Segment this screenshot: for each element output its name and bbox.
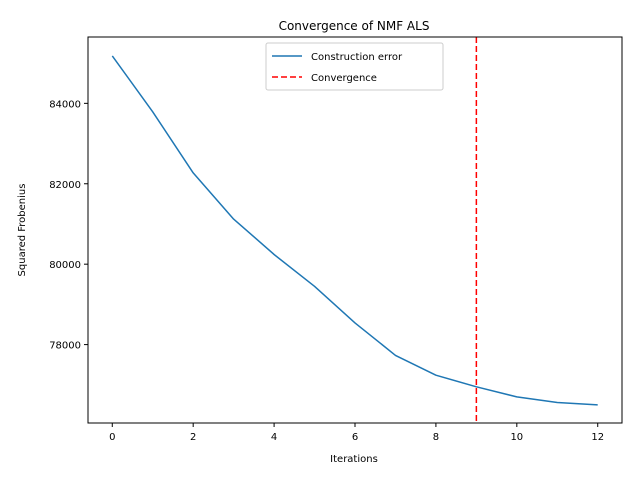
x-tick-label: 8 (433, 432, 439, 443)
x-tick-label: 4 (271, 432, 277, 443)
y-tick-label: 84000 (49, 99, 81, 110)
axes-frame (87, 36, 623, 424)
x-tick-label: 0 (109, 432, 115, 443)
legend: Construction error Convergence (265, 42, 444, 91)
series-line-construction-error (111, 55, 598, 406)
legend-label-construction-error: Construction error (311, 52, 403, 63)
x-tick-label: 12 (591, 432, 604, 443)
x-tick-label: 6 (352, 432, 358, 443)
y-axis-ticks: 78000 80000 82000 84000 (49, 99, 88, 352)
x-tick-label: 10 (510, 432, 523, 443)
x-axis-ticks: 0 2 4 6 8 10 12 (109, 423, 604, 443)
legend-box (265, 42, 444, 91)
legend-label-convergence: Convergence (311, 73, 377, 84)
x-axis-label: Iterations (330, 454, 378, 465)
chart-title: Convergence of NMF ALS (279, 19, 430, 33)
y-axis-label: Squared Frobenius (17, 184, 28, 277)
plot-area: 0 2 4 6 8 10 12 78000 80000 82000 84000 (49, 36, 623, 443)
series-layer (111, 37, 598, 423)
x-tick-label: 2 (190, 432, 196, 443)
y-tick-label: 80000 (49, 260, 81, 271)
y-tick-label: 78000 (49, 341, 81, 352)
y-tick-label: 82000 (49, 180, 81, 191)
